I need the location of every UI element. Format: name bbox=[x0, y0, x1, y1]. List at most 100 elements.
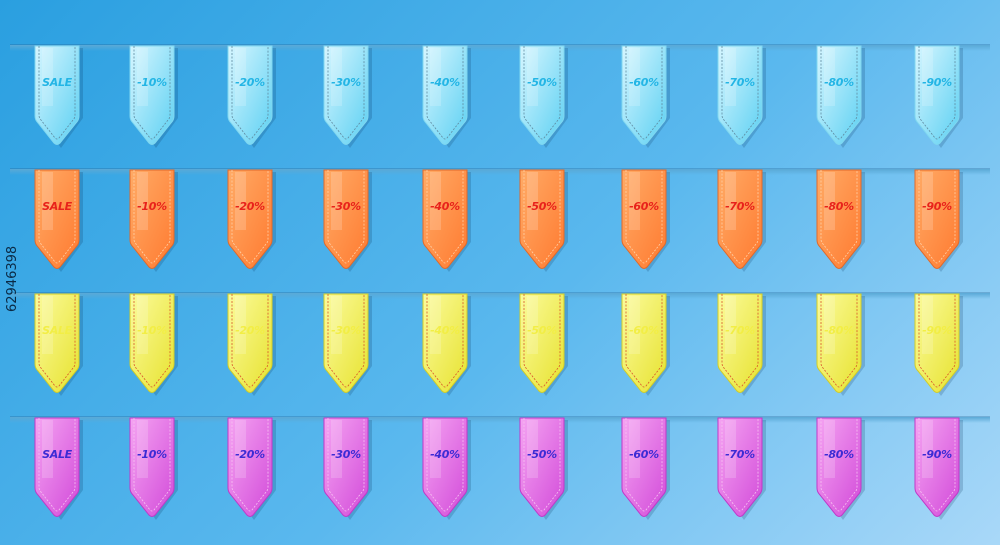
sale-tag-cyan-10-percent[interactable]: -10% bbox=[128, 45, 178, 148]
ribbon-gloss bbox=[430, 420, 441, 478]
sale-tag-yellow-80-percent[interactable]: -80% bbox=[815, 293, 865, 396]
ribbon-shape bbox=[816, 417, 865, 520]
sale-tag-orange-10-percent[interactable]: -10% bbox=[128, 169, 178, 272]
ribbon-gloss bbox=[629, 296, 640, 354]
tag-label: -50% bbox=[527, 448, 557, 461]
sale-tag-yellow-50-percent[interactable]: -50% bbox=[518, 293, 568, 396]
tag-label: -30% bbox=[331, 200, 361, 213]
ribbon-body bbox=[816, 45, 862, 145]
ribbon-shape bbox=[717, 169, 766, 272]
sale-tag-orange-90-percent[interactable]: -90% bbox=[913, 169, 963, 272]
tag-slot bbox=[10, 44, 990, 51]
tag-label: -40% bbox=[430, 76, 460, 89]
tag-label: -50% bbox=[527, 324, 557, 337]
sale-tag-yellow-70-percent[interactable]: -70% bbox=[716, 293, 766, 396]
sale-tag-orange-50-percent[interactable]: -50% bbox=[518, 169, 568, 272]
tag-label: -90% bbox=[922, 324, 952, 337]
ribbon-shape bbox=[34, 169, 83, 272]
sale-tag-cyan-90-percent[interactable]: -90% bbox=[913, 45, 963, 148]
sale-tag-cyan-30-percent[interactable]: -30% bbox=[322, 45, 372, 148]
sale-tag-yellow-30-percent[interactable]: -30% bbox=[322, 293, 372, 396]
ribbon-stitching bbox=[820, 46, 858, 140]
sale-tag-cyan-50-percent[interactable]: -50% bbox=[518, 45, 568, 148]
sale-tag-orange-sale[interactable]: SALE bbox=[33, 169, 83, 272]
ribbon-shape bbox=[519, 417, 568, 520]
sale-tag-magenta-30-percent[interactable]: -30% bbox=[322, 417, 372, 520]
sale-tag-cyan-40-percent[interactable]: -40% bbox=[421, 45, 471, 148]
ribbon-gloss bbox=[824, 420, 835, 478]
ribbon-shape bbox=[34, 293, 83, 396]
ribbon-stitching bbox=[721, 294, 759, 388]
ribbon-shape bbox=[323, 293, 372, 396]
ribbon-shape bbox=[519, 45, 568, 148]
ribbon-body bbox=[129, 169, 175, 269]
sale-tag-cyan-20-percent[interactable]: -20% bbox=[226, 45, 276, 148]
sale-tag-magenta-80-percent[interactable]: -80% bbox=[815, 417, 865, 520]
sale-tag-magenta-40-percent[interactable]: -40% bbox=[421, 417, 471, 520]
sale-tag-yellow-90-percent[interactable]: -90% bbox=[913, 293, 963, 396]
ribbon-stitching bbox=[426, 170, 464, 264]
ribbon-shape bbox=[621, 45, 670, 148]
ribbon-shape bbox=[816, 293, 865, 396]
ribbon-body bbox=[519, 169, 565, 269]
ribbon-shape bbox=[816, 45, 865, 148]
sale-tag-magenta-20-percent[interactable]: -20% bbox=[226, 417, 276, 520]
ribbon-body bbox=[621, 293, 667, 393]
tag-label: -30% bbox=[331, 448, 361, 461]
ribbon-body bbox=[129, 417, 175, 517]
sale-tag-orange-70-percent[interactable]: -70% bbox=[716, 169, 766, 272]
tag-label: -80% bbox=[824, 324, 854, 337]
tag-label: -90% bbox=[922, 76, 952, 89]
ribbon-gloss bbox=[430, 48, 441, 106]
ribbon-stitching bbox=[625, 418, 663, 512]
ribbon-body bbox=[717, 45, 763, 145]
sale-tag-cyan-70-percent[interactable]: -70% bbox=[716, 45, 766, 148]
sale-tag-magenta-50-percent[interactable]: -50% bbox=[518, 417, 568, 520]
ribbon-gloss bbox=[725, 48, 736, 106]
tag-label: -80% bbox=[824, 448, 854, 461]
sale-tag-yellow-20-percent[interactable]: -20% bbox=[226, 293, 276, 396]
ribbon-shape bbox=[914, 169, 963, 272]
sale-tag-orange-30-percent[interactable]: -30% bbox=[322, 169, 372, 272]
tag-label: SALE bbox=[42, 448, 72, 461]
ribbon-stitching bbox=[523, 170, 561, 264]
tag-label: -70% bbox=[725, 448, 755, 461]
sale-tag-yellow-60-percent[interactable]: -60% bbox=[620, 293, 670, 396]
sale-tag-orange-40-percent[interactable]: -40% bbox=[421, 169, 471, 272]
tag-label: -60% bbox=[629, 448, 659, 461]
tag-label: -20% bbox=[235, 76, 265, 89]
sale-tag-orange-60-percent[interactable]: -60% bbox=[620, 169, 670, 272]
ribbon-shape bbox=[621, 417, 670, 520]
ribbon-stitching bbox=[721, 170, 759, 264]
tag-row-magenta: SALE -10% -20% -30% -40% -50% -60% -70% -80% -90% bbox=[0, 416, 1000, 536]
ribbon-gloss bbox=[235, 296, 246, 354]
ribbon-stitching bbox=[133, 294, 171, 388]
ribbon-body bbox=[816, 417, 862, 517]
tag-label: -20% bbox=[235, 324, 265, 337]
sale-tag-orange-80-percent[interactable]: -80% bbox=[815, 169, 865, 272]
ribbon-body bbox=[34, 417, 80, 517]
ribbon-body bbox=[34, 293, 80, 393]
tag-label: -70% bbox=[725, 200, 755, 213]
sale-tag-cyan-60-percent[interactable]: -60% bbox=[620, 45, 670, 148]
sale-tag-yellow-sale[interactable]: SALE bbox=[33, 293, 83, 396]
sale-tag-yellow-10-percent[interactable]: -10% bbox=[128, 293, 178, 396]
ribbon-shape bbox=[914, 417, 963, 520]
sale-tag-magenta-sale[interactable]: SALE bbox=[33, 417, 83, 520]
ribbon-shape bbox=[422, 45, 471, 148]
sale-tag-cyan-80-percent[interactable]: -80% bbox=[815, 45, 865, 148]
sale-tag-cyan-sale[interactable]: SALE bbox=[33, 45, 83, 148]
sale-tag-yellow-40-percent[interactable]: -40% bbox=[421, 293, 471, 396]
ribbon-gloss bbox=[42, 420, 53, 478]
ribbon-body bbox=[323, 293, 369, 393]
sale-tag-magenta-60-percent[interactable]: -60% bbox=[620, 417, 670, 520]
ribbon-gloss bbox=[137, 420, 148, 478]
sale-tag-orange-20-percent[interactable]: -20% bbox=[226, 169, 276, 272]
sale-tag-magenta-90-percent[interactable]: -90% bbox=[913, 417, 963, 520]
sale-tag-magenta-70-percent[interactable]: -70% bbox=[716, 417, 766, 520]
sale-tag-magenta-10-percent[interactable]: -10% bbox=[128, 417, 178, 520]
ribbon-gloss bbox=[824, 172, 835, 230]
ribbon-body bbox=[816, 293, 862, 393]
ribbon-shape bbox=[227, 293, 276, 396]
ribbon-gloss bbox=[527, 48, 538, 106]
